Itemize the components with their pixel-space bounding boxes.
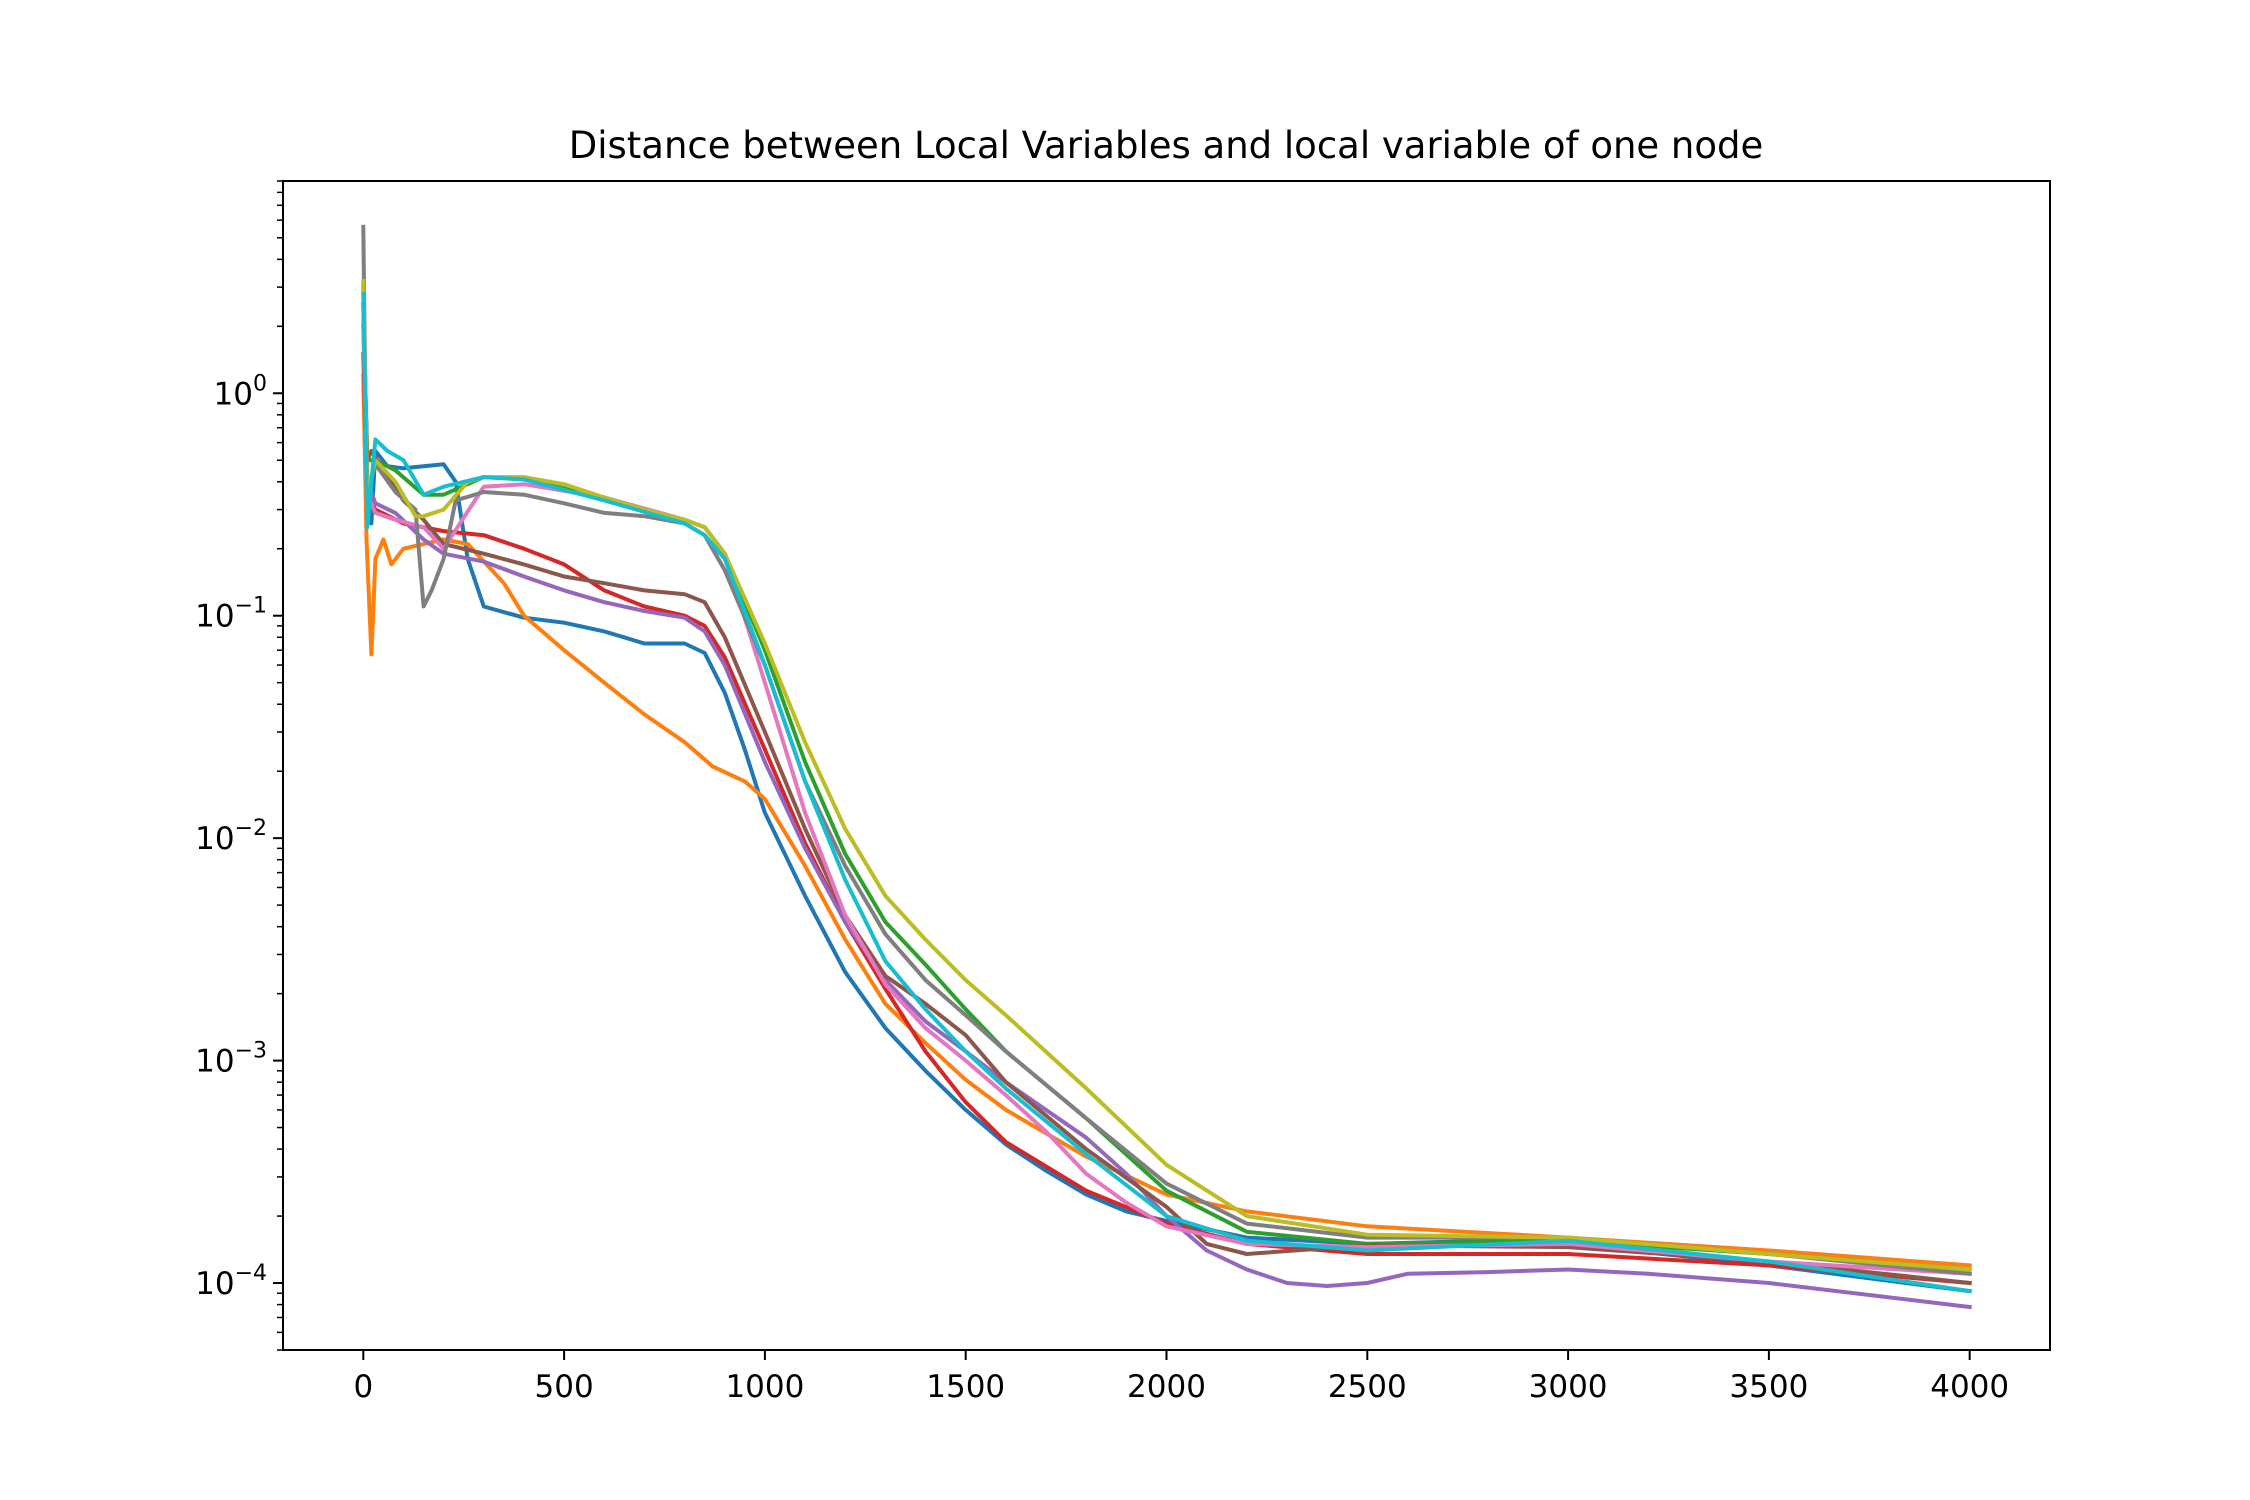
series-line-9 (361, 278, 1972, 1272)
x-tick-label: 500 (535, 1369, 594, 1405)
y-tick-base: 10 (214, 376, 253, 412)
y-tick-base: 10 (195, 1266, 234, 1302)
plot-frame (282, 180, 2051, 1351)
y-tick-exponent: 0 (253, 371, 267, 396)
x-tick-label: 2500 (1328, 1369, 1407, 1405)
series-line-5 (361, 302, 1972, 1310)
series-line-2 (361, 373, 1972, 1268)
y-tick-exponent: −1 (235, 594, 267, 619)
y-tick-base: 10 (195, 821, 234, 857)
y-tick-label: 10−2 (195, 816, 267, 857)
y-tick-base: 10 (195, 599, 234, 635)
x-tick-label: 3500 (1729, 1369, 1808, 1405)
x-tick-label: 2000 (1127, 1369, 1206, 1405)
series-layer (361, 224, 1972, 1310)
y-tick-label: 100 (214, 371, 267, 412)
x-tick-label: 3000 (1529, 1369, 1608, 1405)
series-line-1 (361, 285, 1972, 1294)
y-tick-exponent: −4 (235, 1261, 267, 1286)
series-line-7 (361, 324, 1972, 1276)
x-tick-label: 0 (353, 1369, 373, 1405)
series-line-10 (361, 291, 1972, 1294)
x-axis: 0 500 1000 1500 2000 2500 3000 3500 4000 (353, 1350, 2009, 1405)
chart-title: Distance between Local Variables and loc… (569, 124, 1764, 167)
y-tick-exponent: −3 (235, 1039, 267, 1064)
x-tick-label: 4000 (1930, 1369, 2009, 1405)
y-tick-label: 10−4 (195, 1261, 267, 1302)
y-tick-label: 10−1 (195, 594, 267, 635)
y-tick-exponent: −2 (235, 816, 267, 841)
x-tick-label: 1500 (926, 1369, 1005, 1405)
y-tick-label: 10−3 (195, 1039, 267, 1080)
x-tick-label: 1000 (725, 1369, 804, 1405)
y-tick-base: 10 (195, 1044, 234, 1080)
